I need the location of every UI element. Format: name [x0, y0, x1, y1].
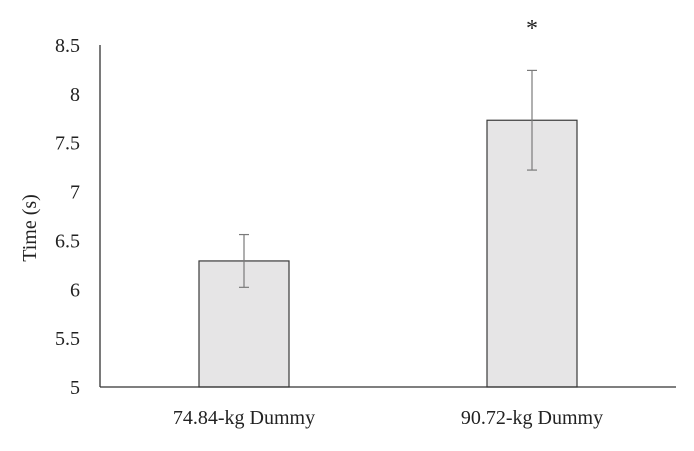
y-axis-title: Time (s): [19, 194, 41, 262]
x-axis-labels: 74.84-kg Dummy 90.72-kg Dummy: [173, 407, 603, 429]
y-tick-label: 8: [70, 84, 80, 106]
significance-marker: *: [526, 16, 538, 42]
x-category-label: 90.72-kg Dummy: [461, 407, 603, 429]
y-tick-label: 5: [70, 377, 80, 399]
bars: [198, 119, 578, 388]
y-tick-label: 7.5: [55, 133, 80, 155]
y-tick-label: 6.5: [55, 230, 80, 252]
y-tick-label: 6: [70, 279, 80, 301]
y-tick-label: 8.5: [55, 35, 80, 57]
x-category-label: 74.84-kg Dummy: [173, 407, 315, 429]
error-bars: [239, 69, 537, 288]
y-tick-label: 5.5: [55, 328, 80, 350]
axes: [99, 45, 676, 388]
y-axis-ticks: 5 5.5 6 6.5 7 7.5 8 8.5: [55, 35, 80, 399]
annotations: *: [526, 16, 538, 42]
y-tick-label: 7: [70, 182, 80, 204]
